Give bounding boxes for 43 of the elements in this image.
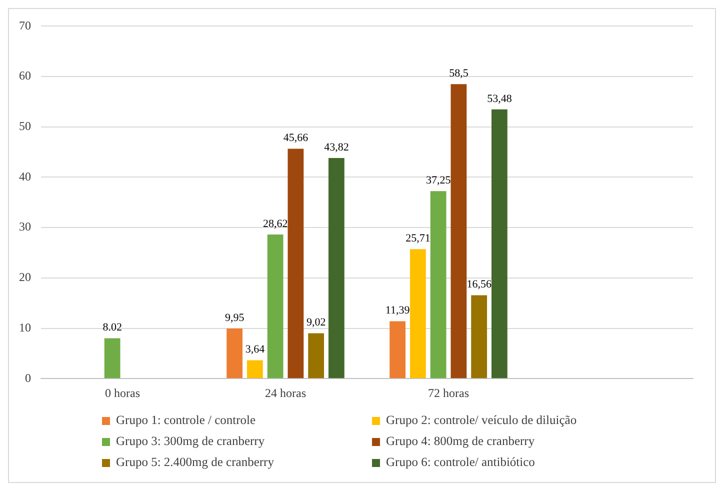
bar xyxy=(288,148,304,378)
bar xyxy=(308,333,324,378)
data-label: 37,25 xyxy=(426,174,452,186)
bar xyxy=(328,158,344,378)
y-tick-label: 0 xyxy=(25,370,31,385)
y-tick-label: 40 xyxy=(19,169,31,184)
data-label: 28,62 xyxy=(262,218,288,230)
legend-label: Grupo 4: 800mg de cranberry xyxy=(386,434,535,449)
data-label: 43,82 xyxy=(324,141,349,154)
y-tick-label: 20 xyxy=(19,270,31,284)
bar xyxy=(471,295,488,378)
data-label: 9,02 xyxy=(306,316,326,329)
y-tick-label: 70 xyxy=(19,18,31,32)
legend-label: Grupo 1: controle / controle xyxy=(116,413,256,428)
data-label: 11,39 xyxy=(385,304,410,317)
bar xyxy=(450,84,467,378)
legend-label: Grupo 5: 2.400mg de cranberry xyxy=(116,455,274,470)
data-label: 8.02 xyxy=(102,322,122,334)
bar xyxy=(390,321,406,378)
x-tick-label: 24 horas xyxy=(265,386,306,400)
bar xyxy=(267,234,284,378)
data-label: 53,48 xyxy=(487,92,512,105)
y-tick-label: 30 xyxy=(19,220,31,234)
bar xyxy=(104,338,120,378)
y-tick-label: 60 xyxy=(19,68,31,83)
bar xyxy=(226,328,243,378)
data-label: 45,66 xyxy=(283,132,309,144)
data-label: 9,95 xyxy=(224,312,245,324)
legend-label: Grupo 3: 300mg de cranberry xyxy=(116,434,265,449)
x-tick-label: 0 horas xyxy=(105,386,140,400)
bar xyxy=(410,249,426,378)
data-label: 16,56 xyxy=(466,278,492,291)
bar xyxy=(491,109,508,378)
bar xyxy=(430,191,446,378)
y-tick-label: 10 xyxy=(19,320,31,334)
data-label: 25,71 xyxy=(406,232,430,245)
legend-label: Grupo 2: controle/ veículo de diluição xyxy=(386,413,577,428)
bar xyxy=(246,360,263,378)
legend-label: Grupo 6: controle/ antibiótico xyxy=(386,455,535,470)
x-tick-label: 72 horas xyxy=(428,386,470,400)
data-label: 58,5 xyxy=(449,67,469,80)
y-tick-label: 50 xyxy=(19,119,31,134)
data-label: 3,64 xyxy=(245,344,266,356)
